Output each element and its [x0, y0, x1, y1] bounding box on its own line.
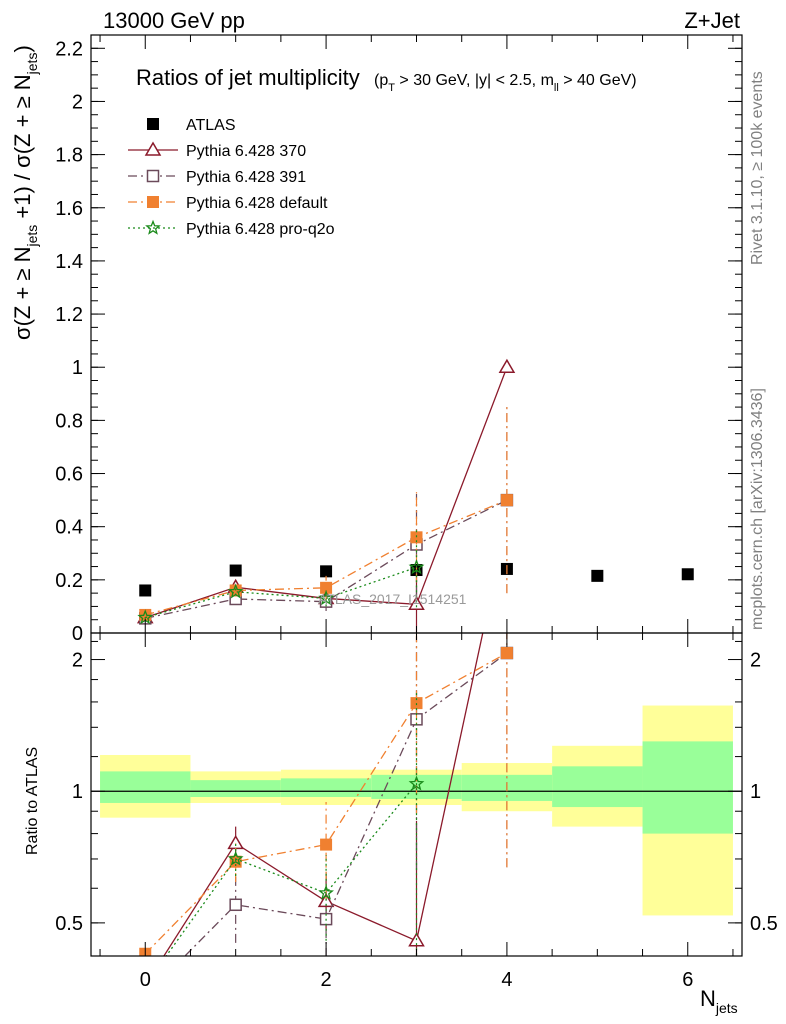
ratio-y-tick-label-right: 2	[750, 650, 761, 672]
ratio-y-tick-label-right: 1	[750, 781, 761, 803]
chart-title: Ratios of jet multiplicity	[136, 65, 360, 90]
ratio-point	[320, 838, 333, 851]
legend-marker	[145, 219, 161, 235]
y-tick-label: 1.8	[55, 145, 83, 167]
y-tick-label: 2.2	[55, 38, 83, 60]
x-axis-label: Njets	[700, 986, 738, 1016]
legend-entry-pythia-6-428-pro-q2o: Pythia 6.428 pro-q2o	[128, 219, 335, 238]
y-tick-label: 0	[72, 623, 83, 645]
process-label: Z+Jet	[684, 8, 740, 33]
legend-marker	[146, 169, 160, 183]
legend-marker	[144, 141, 162, 156]
x-tick-label: 4	[501, 969, 512, 991]
x-tick-label: 0	[140, 969, 151, 991]
main-line-pythia-6-428-391	[145, 499, 508, 620]
legend-label: Pythia 6.428 pro-q2o	[186, 221, 335, 238]
ratio-point	[227, 834, 244, 850]
main-y-axis-label: σ(Z + ≥ Njets +1) / σ(Z + ≥ Njets)	[10, 45, 40, 340]
y-tick-label: 0.8	[55, 410, 83, 432]
energy-label: 13000 GeV pp	[103, 8, 245, 33]
legend-entry-pythia-6-428-370: Pythia 6.428 370	[128, 141, 306, 160]
y-tick-label: 1.4	[55, 251, 83, 273]
y-tick-label: 0.6	[55, 464, 83, 486]
main-point	[139, 584, 152, 597]
main-point	[498, 358, 516, 373]
legend-entry-pythia-6-428-default: Pythia 6.428 default	[128, 195, 328, 212]
ratio-point	[140, 991, 151, 1002]
stat-band	[642, 741, 733, 834]
chart-title-cuts: (pT > 30 GeV, |y| < 2.5, mll > 40 GeV)	[374, 72, 637, 94]
ratio-y-tick-label-right: 0.5	[750, 913, 778, 935]
ratio-y-tick-label: 2	[72, 650, 83, 672]
ratio-panel: 0.5 0.5 1 1 2 2 0 2 4 6 Ratio to ATLAS Njets	[24, 632, 778, 1016]
main-panel: 0 0.2 0.4 0.6 0.8 1 1.2 1.4 1.6 1.8 2 2.2 ATLAS_201…	[10, 34, 743, 645]
y-tick-label: 0.4	[55, 517, 83, 539]
x-tick-label: 2	[321, 969, 332, 991]
mcplots-label: mcplots.cern.ch [arXiv:1306.3436]	[749, 388, 766, 630]
main-series-pythia-6-428-pro-q2o	[137, 527, 425, 625]
ratio-point	[229, 898, 242, 912]
ratio-series-pythia-6-428-pro-q2o	[165, 691, 425, 956]
legend-label: ATLAS	[186, 117, 236, 134]
ratio-point	[318, 884, 334, 900]
main-point	[320, 565, 333, 578]
stat-band	[552, 766, 643, 808]
ratio-point	[227, 850, 244, 866]
main-point	[229, 564, 242, 577]
x-tick-label: 6	[682, 969, 693, 991]
legend-label: Pythia 6.428 370	[186, 143, 306, 160]
legend-marker	[147, 196, 159, 208]
legend-marker	[147, 118, 159, 130]
main-point	[681, 568, 694, 581]
main-point	[591, 569, 604, 582]
y-tick-label: 2	[72, 91, 83, 113]
stat-band	[190, 780, 281, 798]
legend-label: Pythia 6.428 391	[186, 169, 306, 186]
rivet-label: Rivet 3.1.10, ≥ 100k events	[749, 71, 766, 265]
main-series-pythia-6-428-default	[139, 407, 513, 621]
ratio-point	[408, 775, 425, 791]
y-tick-label: 1	[72, 357, 83, 379]
main-point	[500, 494, 513, 507]
y-tick-label: 0.2	[55, 570, 83, 592]
y-tick-label: 1.2	[55, 304, 83, 326]
main-point	[318, 590, 334, 606]
main-point	[408, 595, 425, 611]
ratio-y-tick-label: 0.5	[55, 913, 83, 935]
ratio-y-tick-label: 1	[72, 781, 83, 803]
legend-entry-atlas: ATLAS	[147, 117, 236, 134]
legend: ATLAS Pythia 6.428 370 Pythia 6.428 391 Pyt…	[128, 117, 335, 238]
main-point	[227, 583, 244, 599]
main-point	[408, 559, 425, 575]
legend-label: Pythia 6.428 default	[186, 195, 328, 212]
y-tick-label: 1.6	[55, 198, 83, 220]
analysis-annotation: ATLAS_2017_I1514251	[318, 591, 467, 607]
ratio-line-pythia-6-428-default	[144, 652, 508, 955]
ratio-y-axis-label: Ratio to ATLAS	[24, 747, 41, 855]
stat-band	[280, 778, 372, 798]
stat-band	[100, 771, 191, 803]
ratio-point	[500, 647, 513, 660]
ratio-line-pythia-6-428-391	[184, 652, 508, 956]
legend-entry-pythia-6-428-391: Pythia 6.428 391	[128, 169, 306, 186]
